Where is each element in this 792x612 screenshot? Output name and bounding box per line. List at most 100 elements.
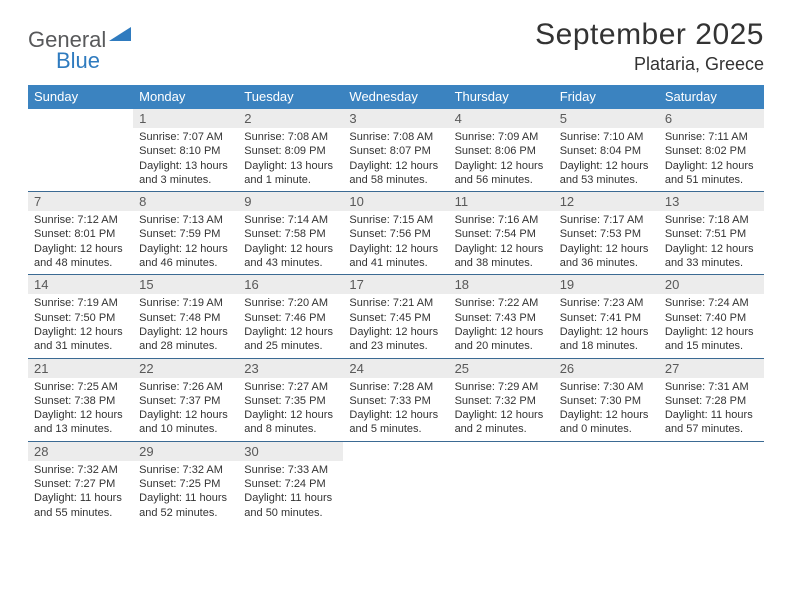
title-block: September 2025 Plataria, Greece	[535, 18, 764, 75]
sunrise-text: Sunrise: 7:20 AM	[244, 296, 337, 310]
sunset-text: Sunset: 7:33 PM	[349, 394, 442, 408]
sunrise-text: Sunrise: 7:15 AM	[349, 213, 442, 227]
day-cell: 14Sunrise: 7:19 AMSunset: 7:50 PMDayligh…	[28, 275, 133, 357]
day-number: 13	[659, 192, 764, 211]
sunset-text: Sunset: 7:40 PM	[665, 311, 758, 325]
sunrise-text: Sunrise: 7:27 AM	[244, 380, 337, 394]
weekday-saturday: Saturday	[659, 85, 764, 109]
weekday-monday: Monday	[133, 85, 238, 109]
week-row: 7Sunrise: 7:12 AMSunset: 8:01 PMDaylight…	[28, 192, 764, 275]
day-cell: 2Sunrise: 7:08 AMSunset: 8:09 PMDaylight…	[238, 109, 343, 191]
daylight-text: Daylight: 12 hours and 13 minutes.	[34, 408, 127, 437]
sunrise-text: Sunrise: 7:18 AM	[665, 213, 758, 227]
daylight-text: Daylight: 13 hours and 3 minutes.	[139, 159, 232, 188]
day-body: Sunrise: 7:14 AMSunset: 7:58 PMDaylight:…	[238, 211, 343, 274]
day-body: Sunrise: 7:17 AMSunset: 7:53 PMDaylight:…	[554, 211, 659, 274]
sunset-text: Sunset: 8:10 PM	[139, 144, 232, 158]
sunrise-text: Sunrise: 7:24 AM	[665, 296, 758, 310]
day-cell: 3 Sunrise: 7:08 AMSunset: 8:07 PMDaylight…	[343, 109, 448, 191]
sunset-text: Sunset: 7:51 PM	[665, 227, 758, 241]
sunset-text: Sunset: 7:50 PM	[34, 311, 127, 325]
day-number: 24	[343, 359, 448, 378]
sunset-text: Sunset: 8:04 PM	[560, 144, 653, 158]
weekday-sunday: Sunday	[28, 85, 133, 109]
sunrise-text: Sunrise: 7:23 AM	[560, 296, 653, 310]
week-row: 1Sunrise: 7:07 AMSunset: 8:10 PMDaylight…	[28, 109, 764, 192]
day-body: Sunrise: 7:19 AMSunset: 7:50 PMDaylight:…	[28, 294, 133, 357]
sunset-text: Sunset: 7:28 PM	[665, 394, 758, 408]
logo-word-blue: Blue	[56, 51, 131, 72]
daylight-text: Daylight: 12 hours and 20 minutes.	[455, 325, 548, 354]
sunrise-text: Sunrise: 7:19 AM	[139, 296, 232, 310]
day-body: Sunrise: 7:28 AMSunset: 7:33 PMDaylight:…	[343, 378, 448, 441]
day-body: Sunrise: 7:12 AMSunset: 8:01 PMDaylight:…	[28, 211, 133, 274]
daylight-text: Daylight: 12 hours and 23 minutes.	[349, 325, 442, 354]
daylight-text: Daylight: 12 hours and 53 minutes.	[560, 159, 653, 188]
sunrise-text: Sunrise: 7:19 AM	[34, 296, 127, 310]
day-cell	[659, 442, 764, 524]
day-number: 5	[554, 109, 659, 128]
day-cell: 22Sunrise: 7:26 AMSunset: 7:37 PMDayligh…	[133, 359, 238, 441]
day-body: Sunrise: 7:08 AMSunset: 8:09 PMDaylight:…	[238, 128, 343, 191]
sunset-text: Sunset: 7:53 PM	[560, 227, 653, 241]
sunrise-text: Sunrise: 7:11 AM	[665, 130, 758, 144]
sunset-text: Sunset: 8:09 PM	[244, 144, 337, 158]
sunset-text: Sunset: 8:06 PM	[455, 144, 548, 158]
day-cell: 4Sunrise: 7:09 AMSunset: 8:06 PMDaylight…	[449, 109, 554, 191]
week-row: 14Sunrise: 7:19 AMSunset: 7:50 PMDayligh…	[28, 275, 764, 358]
day-cell: 13Sunrise: 7:18 AMSunset: 7:51 PMDayligh…	[659, 192, 764, 274]
day-number: 3	[343, 109, 448, 128]
day-body: Sunrise: 7:10 AMSunset: 8:04 PMDaylight:…	[554, 128, 659, 191]
day-body: Sunrise: 7:22 AMSunset: 7:43 PMDaylight:…	[449, 294, 554, 357]
weekday-tuesday: Tuesday	[238, 85, 343, 109]
day-body: Sunrise: 7:13 AMSunset: 7:59 PMDaylight:…	[133, 211, 238, 274]
day-number: 14	[28, 275, 133, 294]
sunset-text: Sunset: 8:07 PM	[349, 144, 442, 158]
sunrise-text: Sunrise: 7:08 AM	[349, 130, 442, 144]
day-number: 2	[238, 109, 343, 128]
daylight-text: Daylight: 12 hours and 5 minutes.	[349, 408, 442, 437]
day-number: 23	[238, 359, 343, 378]
sunrise-text: Sunrise: 7:32 AM	[139, 463, 232, 477]
sunrise-text: Sunrise: 7:12 AM	[34, 213, 127, 227]
sunset-text: Sunset: 8:02 PM	[665, 144, 758, 158]
day-cell: 11Sunrise: 7:16 AMSunset: 7:54 PMDayligh…	[449, 192, 554, 274]
sunset-text: Sunset: 7:59 PM	[139, 227, 232, 241]
day-number: 18	[449, 275, 554, 294]
day-number: 16	[238, 275, 343, 294]
day-cell: 24Sunrise: 7:28 AMSunset: 7:33 PMDayligh…	[343, 359, 448, 441]
daylight-text: Daylight: 12 hours and 36 minutes.	[560, 242, 653, 271]
day-body: Sunrise: 7:32 AMSunset: 7:27 PMDaylight:…	[28, 461, 133, 524]
daylight-text: Daylight: 11 hours and 52 minutes.	[139, 491, 232, 520]
day-cell: 5Sunrise: 7:10 AMSunset: 8:04 PMDaylight…	[554, 109, 659, 191]
day-cell: 16Sunrise: 7:20 AMSunset: 7:46 PMDayligh…	[238, 275, 343, 357]
daylight-text: Daylight: 12 hours and 31 minutes.	[34, 325, 127, 354]
daylight-text: Daylight: 12 hours and 18 minutes.	[560, 325, 653, 354]
day-number: 6	[659, 109, 764, 128]
daylight-text: Daylight: 12 hours and 51 minutes.	[665, 159, 758, 188]
week-row: 21Sunrise: 7:25 AMSunset: 7:38 PMDayligh…	[28, 359, 764, 442]
daylight-text: Daylight: 12 hours and 41 minutes.	[349, 242, 442, 271]
day-cell	[343, 442, 448, 524]
sunrise-text: Sunrise: 7:09 AM	[455, 130, 548, 144]
sunrise-text: Sunrise: 7:30 AM	[560, 380, 653, 394]
daylight-text: Daylight: 12 hours and 15 minutes.	[665, 325, 758, 354]
sunset-text: Sunset: 7:56 PM	[349, 227, 442, 241]
sunrise-text: Sunrise: 7:29 AM	[455, 380, 548, 394]
day-cell	[554, 442, 659, 524]
sunrise-text: Sunrise: 7:16 AM	[455, 213, 548, 227]
day-number: 1	[133, 109, 238, 128]
day-body: Sunrise: 7:19 AMSunset: 7:48 PMDaylight:…	[133, 294, 238, 357]
day-body: Sunrise: 7:21 AMSunset: 7:45 PMDaylight:…	[343, 294, 448, 357]
sunset-text: Sunset: 7:46 PM	[244, 311, 337, 325]
day-number: 30	[238, 442, 343, 461]
day-body: Sunrise: 7:07 AMSunset: 8:10 PMDaylight:…	[133, 128, 238, 191]
daylight-text: Daylight: 12 hours and 0 minutes.	[560, 408, 653, 437]
sunrise-text: Sunrise: 7:14 AM	[244, 213, 337, 227]
daylight-text: Daylight: 12 hours and 58 minutes.	[349, 159, 442, 188]
sunrise-text: Sunrise: 7:26 AM	[139, 380, 232, 394]
location-label: Plataria, Greece	[535, 54, 764, 75]
daylight-text: Daylight: 12 hours and 10 minutes.	[139, 408, 232, 437]
day-number: 27	[659, 359, 764, 378]
day-body: Sunrise: 7:16 AMSunset: 7:54 PMDaylight:…	[449, 211, 554, 274]
